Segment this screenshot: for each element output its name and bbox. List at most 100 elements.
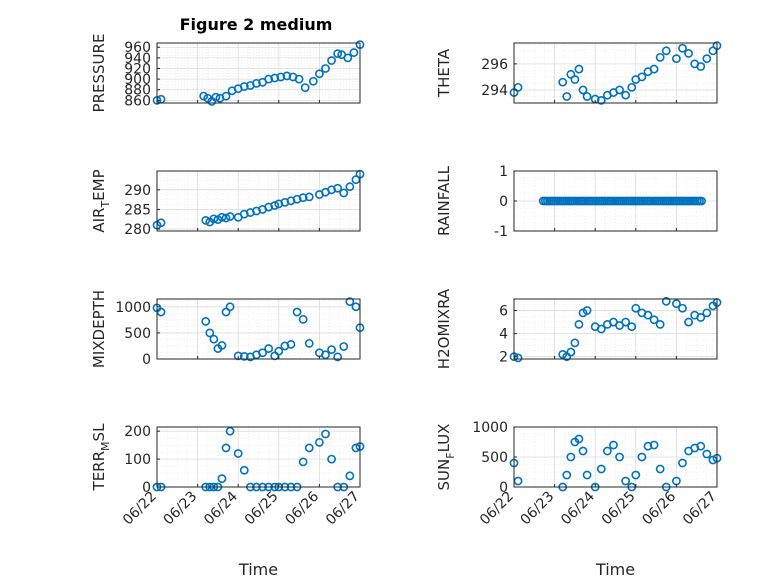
- data-point: [678, 303, 687, 313]
- y-tick-label: 500: [124, 326, 151, 342]
- data-point: [209, 214, 219, 224]
- data-point: [637, 452, 647, 462]
- subplot-theta: 294 296 THETA: [435, 41, 722, 105]
- data-point: [270, 73, 280, 83]
- x-tick-label: 06/26: [639, 488, 679, 528]
- data-point: [566, 452, 576, 462]
- data-point: [349, 48, 359, 57]
- data-point: [582, 92, 592, 101]
- data-point: [217, 474, 227, 484]
- x-tick-label: 06/25: [242, 489, 282, 529]
- data-point: [221, 91, 231, 101]
- data-point: [327, 56, 336, 65]
- y-axis-label: TERRMSL: [90, 423, 112, 492]
- y-tick-label: 920: [124, 61, 151, 77]
- data-point: [578, 446, 588, 456]
- y-tick-label: -1: [494, 224, 508, 240]
- data-point: [649, 315, 659, 325]
- data-point: [627, 322, 637, 332]
- data-point: [276, 72, 286, 82]
- data-point: [655, 464, 665, 474]
- data-point: [649, 440, 659, 450]
- data-point: [327, 345, 336, 355]
- x-tick-label: 06/26: [282, 488, 322, 528]
- y-tick-label: 290: [124, 183, 151, 199]
- y-axis-label: H2OMIXRA: [435, 288, 453, 369]
- y-tick-label: 500: [481, 450, 508, 466]
- data-point: [327, 454, 336, 464]
- y-tick-label: 1000: [115, 300, 151, 316]
- data-point: [209, 334, 219, 344]
- y-tick-label: 296: [481, 57, 508, 73]
- data-point: [339, 342, 349, 351]
- y-tick-label: 294: [481, 83, 508, 99]
- x-tick-label: 06/25: [599, 489, 639, 529]
- data-point: [621, 317, 631, 327]
- data-point: [201, 317, 211, 326]
- axes-box: [156, 170, 361, 232]
- data-point: [570, 338, 580, 348]
- data-series: [152, 40, 365, 106]
- data-point: [345, 297, 355, 307]
- data-point: [345, 182, 355, 192]
- data-point: [239, 82, 249, 91]
- y-axis-label: SUNFLUX: [435, 424, 457, 491]
- data-point: [286, 339, 296, 349]
- data-point: [615, 85, 624, 95]
- data-point: [205, 328, 215, 338]
- data-point: [661, 296, 671, 306]
- y-tick-label: 880: [124, 83, 151, 99]
- data-point: [643, 310, 653, 320]
- data-point: [333, 352, 343, 362]
- data-point: [702, 308, 712, 318]
- data-point: [217, 341, 227, 350]
- data-point: [637, 72, 647, 82]
- data-point: [282, 71, 292, 81]
- data-point: [239, 465, 249, 475]
- data-point: [558, 77, 568, 87]
- y-tick-label: 0: [499, 480, 508, 496]
- data-point: [292, 307, 302, 317]
- data-point: [661, 46, 671, 56]
- x-tick-label: 06/23: [518, 489, 558, 529]
- subplot-mixdepth: 0 500 1000 MIXDEPTH: [90, 290, 365, 368]
- y-tick-label: 100: [124, 452, 151, 468]
- data-point: [596, 95, 606, 105]
- data-point: [211, 92, 221, 102]
- x-tick-label: 06/27: [680, 489, 720, 529]
- x-tick-label: 06/27: [323, 489, 363, 529]
- data-point: [627, 82, 637, 92]
- y-axis-label: AIRTEMP: [90, 169, 112, 232]
- data-point: [225, 212, 235, 221]
- data-series: [509, 41, 722, 105]
- data-point: [684, 49, 693, 58]
- data-point: [672, 299, 681, 309]
- data-point: [321, 64, 330, 73]
- data-point: [562, 470, 572, 480]
- data-point: [678, 458, 687, 468]
- axes-box: [513, 298, 718, 360]
- data-point: [697, 196, 706, 206]
- y-tick-label: 285: [124, 202, 151, 218]
- y-axis-label: PRESSURE: [90, 34, 108, 113]
- data-point: [678, 43, 687, 53]
- data-point: [574, 319, 584, 329]
- subplot-terr: 0 100 200 06/22 06/23 06/24 06/25 06/26 06/27 Tim…: [90, 423, 365, 579]
- y-tick-label: 0: [142, 480, 151, 496]
- y-tick-label: 900: [124, 72, 151, 88]
- data-series: [152, 297, 365, 362]
- data-point: [582, 470, 592, 480]
- x-axis-label: Time: [238, 560, 278, 579]
- data-point: [631, 303, 641, 313]
- y-tick-label: 2: [499, 350, 508, 366]
- data-point: [225, 302, 235, 312]
- x-tick-label: 06/22: [120, 489, 160, 529]
- y-tick-label: 0: [499, 194, 508, 210]
- data-point: [596, 324, 606, 334]
- subplot-sun: 0 500 1000 06/22 06/23 06/24 06/25 06/26 06/27 Ti…: [435, 420, 722, 579]
- y-tick-label: 960: [124, 40, 151, 56]
- y-tick-label: 280: [124, 222, 151, 238]
- data-point: [264, 74, 274, 84]
